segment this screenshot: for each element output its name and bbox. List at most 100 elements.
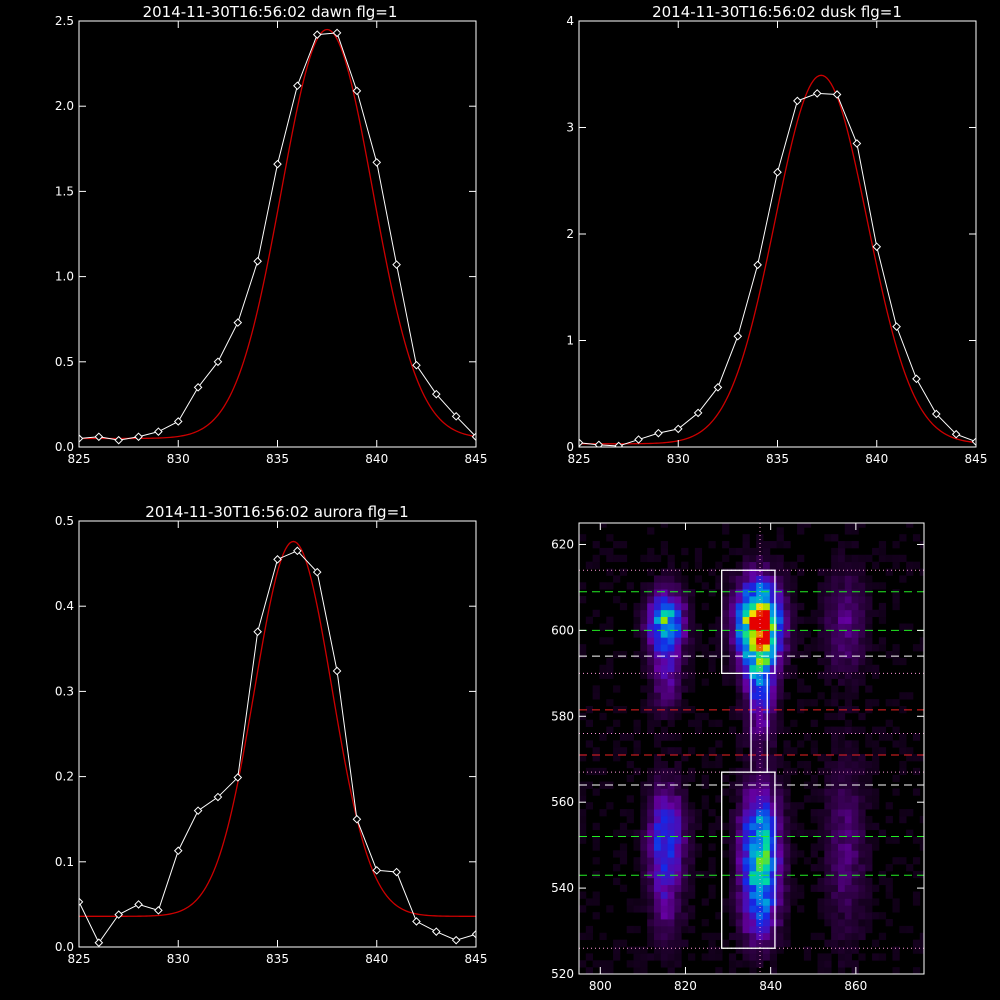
heatmap-cell bbox=[742, 857, 750, 865]
heatmap-cell bbox=[899, 733, 907, 741]
heatmap-cell bbox=[681, 919, 689, 927]
heatmap-cell bbox=[640, 836, 648, 844]
heatmap-cell bbox=[851, 788, 859, 796]
heatmap-cell bbox=[763, 953, 771, 961]
heatmap-cell bbox=[776, 795, 784, 803]
heatmap-cell bbox=[776, 912, 784, 920]
heatmap-cell bbox=[824, 802, 832, 810]
heatmap-cell bbox=[585, 705, 594, 714]
heatmap-cell bbox=[728, 864, 737, 872]
heatmap-cell bbox=[688, 809, 696, 817]
heatmap-cell bbox=[892, 788, 900, 796]
heatmap-cell bbox=[858, 554, 866, 563]
heatmap-cell bbox=[606, 726, 614, 734]
heatmap-cell bbox=[606, 699, 614, 707]
heatmap-cell bbox=[763, 685, 771, 693]
heatmap-cell bbox=[837, 541, 846, 549]
heatmap-cell bbox=[776, 712, 784, 721]
heatmap-cell bbox=[749, 912, 757, 920]
data-point bbox=[372, 866, 382, 875]
heatmap-cell bbox=[851, 527, 859, 535]
heatmap-cell bbox=[694, 554, 703, 563]
heatmap-cell bbox=[667, 664, 675, 673]
heatmap-cell bbox=[837, 857, 846, 865]
heatmap-cell bbox=[844, 836, 852, 844]
heatmap-cell bbox=[735, 671, 743, 679]
heatmap-cell bbox=[790, 589, 798, 597]
heatmap-cell bbox=[708, 864, 716, 872]
heatmap-cell bbox=[831, 774, 839, 782]
heatmap-cell bbox=[613, 575, 621, 583]
heatmap-cell bbox=[783, 589, 791, 597]
heatmap-cell bbox=[688, 671, 696, 679]
heatmap-cell bbox=[831, 582, 839, 590]
heatmap-cell bbox=[653, 815, 662, 824]
heatmap-cell bbox=[674, 699, 682, 707]
heatmap-cell bbox=[763, 657, 771, 666]
heatmap-cell bbox=[851, 919, 859, 927]
heatmap-cell bbox=[844, 575, 852, 583]
heatmap-cell bbox=[851, 884, 859, 892]
heatmap-cell bbox=[735, 692, 743, 700]
heatmap-cell bbox=[647, 719, 655, 727]
heatmap-cell bbox=[701, 919, 709, 927]
heatmap-cell bbox=[851, 946, 859, 954]
heatmap-cell bbox=[872, 547, 880, 556]
heatmap-cell bbox=[763, 582, 771, 590]
data-point bbox=[713, 383, 723, 392]
heatmap-cell bbox=[633, 767, 641, 776]
heatmap-cell bbox=[681, 898, 689, 906]
heatmap-cell bbox=[790, 877, 798, 886]
heatmap-cell bbox=[735, 685, 743, 693]
heatmap-cell bbox=[851, 774, 859, 782]
heatmap-cell bbox=[619, 829, 628, 837]
plot-frame-image bbox=[578, 522, 925, 975]
heatmap-cell bbox=[660, 733, 668, 741]
heatmap-cell bbox=[681, 939, 689, 947]
heatmap-cell bbox=[667, 644, 675, 652]
heatmap-cell bbox=[674, 960, 682, 968]
heatmap-cell bbox=[660, 651, 668, 659]
heatmap-cell bbox=[735, 864, 743, 872]
heatmap-cell bbox=[783, 795, 791, 803]
heatmap-cell bbox=[681, 657, 689, 666]
heatmap-cell bbox=[817, 623, 825, 631]
heatmap-cell bbox=[715, 740, 723, 748]
heatmap-cell bbox=[585, 967, 594, 974]
heatmap-cell bbox=[626, 946, 634, 954]
heatmap-cell bbox=[851, 912, 859, 920]
heatmap-cell bbox=[837, 905, 846, 913]
heatmap-cell bbox=[769, 850, 778, 858]
heatmap-cell bbox=[783, 575, 791, 583]
heatmap-cell bbox=[851, 857, 859, 865]
heatmap-cell bbox=[688, 843, 696, 851]
heatmap-cell bbox=[892, 657, 900, 666]
x-tick-label: 835 bbox=[266, 452, 289, 466]
heatmap-cell bbox=[660, 747, 668, 755]
heatmap-cell bbox=[831, 561, 839, 569]
data-point bbox=[213, 792, 223, 802]
heatmap-cell bbox=[756, 898, 764, 906]
heatmap-cell bbox=[674, 616, 682, 624]
heatmap-cell bbox=[647, 822, 655, 831]
heatmap-cell bbox=[858, 850, 866, 858]
heatmap-cell bbox=[878, 932, 887, 941]
heatmap-cell bbox=[701, 898, 709, 906]
heatmap-cell bbox=[858, 575, 866, 583]
heatmap-cell bbox=[824, 602, 832, 611]
heatmap-cell bbox=[783, 644, 791, 652]
heatmap-cell bbox=[674, 774, 682, 782]
heatmap-cell bbox=[824, 678, 832, 686]
y-tick-label: 600 bbox=[551, 623, 574, 637]
data-point bbox=[114, 435, 124, 445]
heatmap-cell bbox=[831, 829, 839, 837]
heatmap-cell bbox=[824, 891, 832, 899]
heatmap-cell bbox=[756, 795, 764, 803]
heatmap-cell bbox=[749, 740, 757, 748]
heatmap-cell bbox=[776, 870, 784, 879]
heatmap-cell bbox=[892, 905, 900, 913]
heatmap-cell bbox=[579, 815, 587, 824]
heatmap-cell bbox=[776, 623, 784, 631]
heatmap-cell bbox=[688, 623, 696, 631]
heatmap-cell bbox=[715, 623, 723, 631]
